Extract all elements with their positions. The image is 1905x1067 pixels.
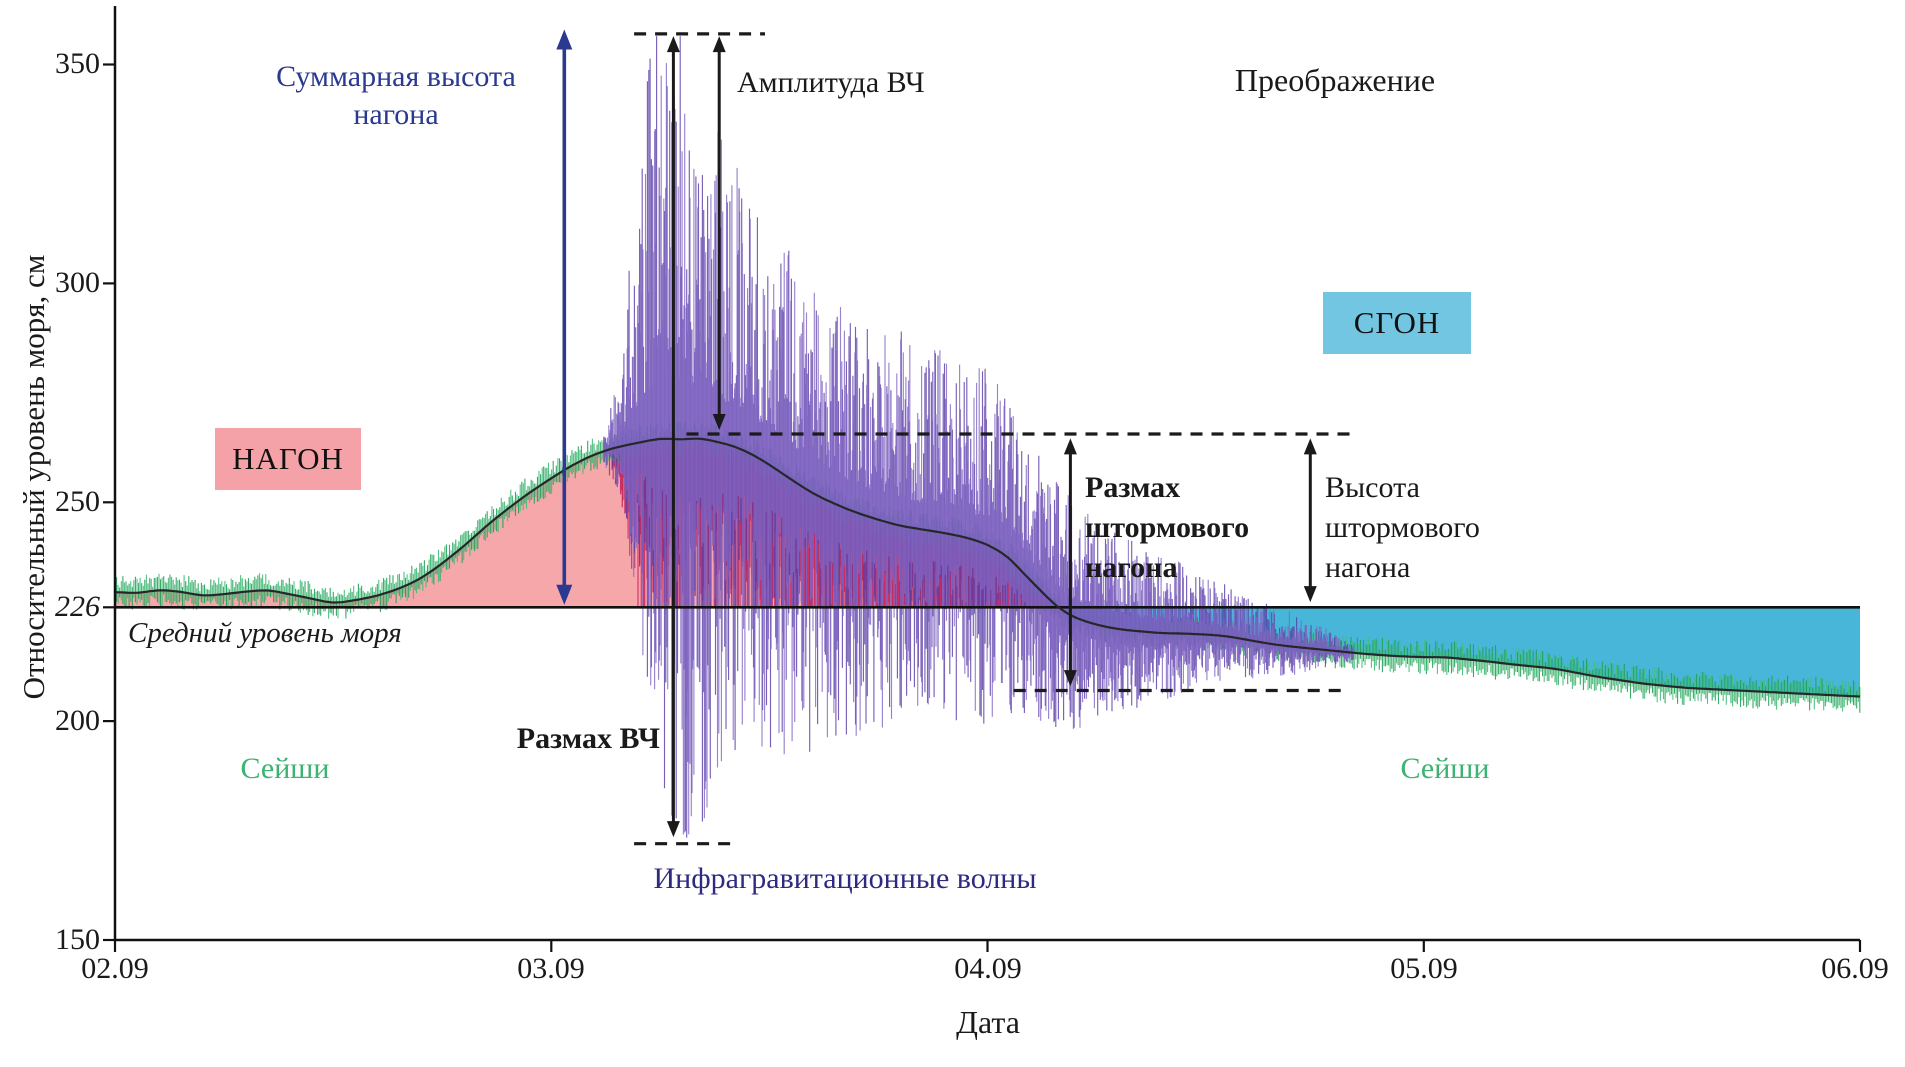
- hf-range-arrow-head-top: [666, 36, 680, 53]
- x-tick-04-09: 04.09: [954, 952, 1022, 985]
- storm-range-arrow-head-top: [1063, 438, 1077, 455]
- seiches-right-label: Сейши: [1400, 752, 1490, 785]
- ebb-label-box: СГОН: [1323, 292, 1471, 354]
- label-line: нагона: [353, 98, 439, 131]
- hf-range-label: Размах ВЧ: [516, 722, 660, 755]
- annotation-graphics: [556, 29, 1350, 846]
- x-tick-06-09: 06.09: [1821, 952, 1889, 985]
- label-line: нагона: [1085, 551, 1178, 584]
- x-tick-05-09: 05.09: [1390, 952, 1458, 985]
- mean-sea-level-label: Средний уровень моря: [128, 617, 402, 649]
- level-lines: [114, 437, 1861, 698]
- storm-surge-range-label: Размах штормового нагона: [1085, 468, 1249, 588]
- y-tick-200: 200: [55, 704, 100, 737]
- infragravity-waves-label: Инфрагравитационные волны: [653, 862, 1037, 895]
- y-tick-350: 350: [55, 47, 100, 80]
- label-line: Суммарная высота: [276, 60, 516, 93]
- ebb-box-text: СГОН: [1353, 305, 1441, 340]
- total-surge-arrow-head-bottom: [556, 584, 573, 605]
- storm-height-arrow-head-bottom: [1303, 586, 1317, 603]
- hf-range-arrow-head-bottom: [666, 821, 680, 838]
- y-tick-150: 150: [55, 923, 100, 956]
- surge-box-text: НАГОН: [232, 441, 344, 476]
- y-tick-226-mean-level: 226: [55, 590, 100, 623]
- storm-range-arrow-head-bottom: [1063, 670, 1077, 687]
- y-axis-title: Относительный уровень моря, см: [16, 254, 51, 700]
- label-line: штормового: [1085, 511, 1250, 544]
- infragravity-wave-band: [603, 36, 1355, 838]
- surge-label-box: НАГОН: [215, 428, 361, 490]
- hf-amplitude-label: Амплитуда ВЧ: [737, 66, 925, 99]
- label-line: штормового: [1325, 511, 1480, 544]
- total-surge-height-label: Суммарная высота нагона: [250, 58, 542, 134]
- y-tick-300: 300: [55, 266, 100, 299]
- hf-amplitude-arrow-head-bottom: [712, 414, 726, 430]
- x-tick-02-09: 02.09: [81, 952, 149, 985]
- label-line: нагона: [1325, 551, 1411, 584]
- label-line: Размах: [1085, 471, 1181, 504]
- seiches-left-label: Сейши: [240, 752, 330, 785]
- axes: [103, 6, 1862, 952]
- storm-height-arrow-head-top: [1303, 438, 1317, 455]
- x-tick-03-09: 03.09: [517, 952, 585, 985]
- y-tick-250: 250: [55, 485, 100, 518]
- station-name-label: Преображение: [1234, 62, 1436, 98]
- x-axis-title: Дата: [956, 1004, 1020, 1040]
- label-line: Высота: [1325, 471, 1420, 504]
- hf-amplitude-arrow-head-top: [712, 36, 726, 53]
- total-surge-arrow-head-top: [556, 29, 573, 50]
- storm-surge-height-label: Высота штормового нагона: [1325, 468, 1480, 588]
- storm-surge-curve: [114, 437, 1861, 698]
